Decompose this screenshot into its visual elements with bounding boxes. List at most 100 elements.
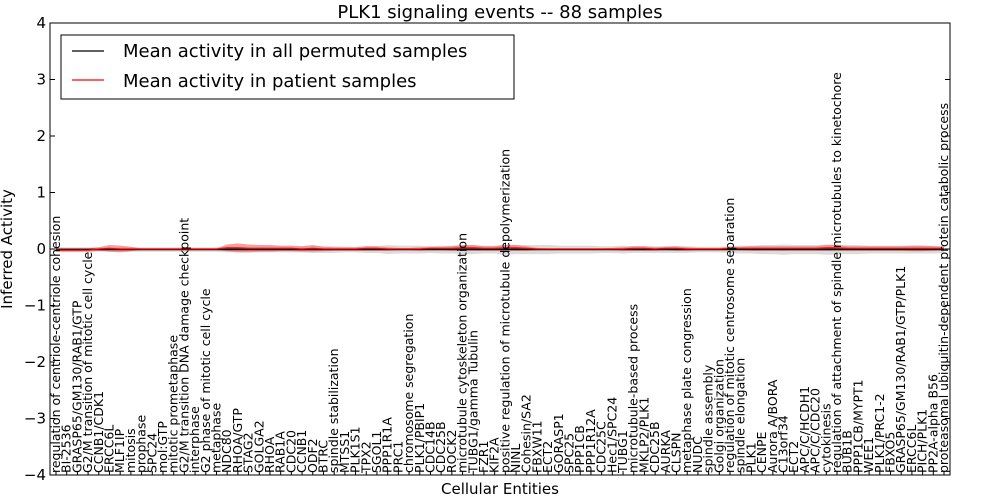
legend-box xyxy=(60,34,515,100)
y-tick-label: 4 xyxy=(36,14,46,32)
x-tick-label: CDC25B xyxy=(647,421,662,473)
x-tick-label: PLK1 xyxy=(743,442,758,473)
x-tick-label: mitotic prometaphase xyxy=(166,335,181,473)
x-tick-label: MLF1IP xyxy=(112,428,127,473)
x-tick-label: CCNB1/CDK1 xyxy=(91,391,106,473)
x-tick-label: ERCC6L xyxy=(904,425,919,473)
x-tick-label: GOLGA2 xyxy=(251,420,266,473)
chart-title: PLK1 signaling events -- 88 samples xyxy=(337,2,662,23)
series-lines xyxy=(56,247,944,251)
x-tick-label: RHOA xyxy=(262,436,277,473)
x-tick-label: PPP1CB xyxy=(572,425,587,473)
x-tick-label: APC/C/CDC20 xyxy=(808,388,823,473)
x-tick-label: KIF2A xyxy=(487,437,502,473)
x-tick-label: GRASP65/GM130/RAB1/GTP/PLK1 xyxy=(893,266,908,473)
x-tick-label: FBXW11 xyxy=(529,420,544,473)
x-tick-label: ODF2 xyxy=(305,438,320,473)
x-tick-label: G2 phase of mitotic cell cycle xyxy=(198,288,213,473)
y-axis: −4 −3 −2 −1 0 1 2 3 4 xyxy=(24,14,950,484)
x-tick-label: PRC1 xyxy=(390,441,405,473)
x-tick-label: Aurora A/BORA xyxy=(765,379,780,473)
x-tick-label: BI-2536 xyxy=(59,424,74,473)
x-tick-label: C13orf34 xyxy=(776,415,791,473)
x-tick-label: RAB1A xyxy=(273,431,288,473)
x-tick-label: SGOL1 xyxy=(369,431,384,473)
x-tick-label: PP2A-alpha B56 xyxy=(925,374,940,473)
x-tick-label: WEE1 xyxy=(861,437,876,473)
x-tick-label: CDC25B xyxy=(433,421,448,473)
y-tick-label: 0 xyxy=(36,240,46,258)
x-tick-label: PICH/PLK1 xyxy=(915,409,930,473)
x-tick-label: CCNB1 xyxy=(294,430,309,473)
x-tick-label: TPX2 xyxy=(358,441,373,474)
x-tick-label: CDC20 xyxy=(283,430,298,473)
x-tick-label: CENPE xyxy=(754,431,769,473)
x-tick-label: PPP1R1A xyxy=(380,417,395,473)
x-tick-label: Golgi organization xyxy=(711,359,726,473)
legend-label-patient: Mean activity in patient samples xyxy=(123,71,417,92)
x-tick-label: microtubule-based process xyxy=(626,304,641,473)
x-tick-label: ROCK2 xyxy=(444,430,459,473)
patient-mean-line xyxy=(56,247,944,251)
x-tick-label: GRASP65/GM130/RAB1/GTP xyxy=(69,300,84,473)
y-tick-label: −3 xyxy=(24,410,46,428)
x-tick-label: cytokinesis xyxy=(818,403,833,473)
x-tick-label: CDC14B xyxy=(423,421,438,473)
x-axis-labels: regulation of centriole-centriole cohesi… xyxy=(48,72,951,475)
x-tick-label: PLK1S1 xyxy=(348,426,363,473)
x-tick-label: prophase xyxy=(134,415,149,473)
y-tick-label: −4 xyxy=(24,466,46,484)
x-tick-label: TUBG1 xyxy=(615,430,630,474)
x-tick-label: STAG2 xyxy=(241,432,256,473)
x-tick-label: ECT2 xyxy=(786,441,801,473)
legend-label-permuted: Mean activity in all permuted samples xyxy=(123,41,467,62)
x-tick-label: positive regulation of microtubule depol… xyxy=(497,149,512,473)
x-axis-label: Cellular Entities xyxy=(441,480,559,498)
x-tick-label: regulation of attachment of spindle micr… xyxy=(829,72,844,473)
x-tick-label: Hec1/SPC24 xyxy=(604,397,619,473)
x-tick-label: SPC25 xyxy=(562,433,577,473)
y-tick-label: 1 xyxy=(36,184,46,202)
x-tick-label: spindle assembly xyxy=(701,364,716,473)
y-axis-label: Inferred Activity xyxy=(0,189,16,309)
x-tick-label: TUBG1/gamma Tubulin xyxy=(465,330,480,474)
x-tick-label: regulation of mitotic centrosome separat… xyxy=(722,198,737,473)
x-tick-label: PLK1/PBIP1 xyxy=(412,403,427,473)
x-tick-label: BUB1B xyxy=(840,430,855,473)
x-tick-label: NUDC xyxy=(690,436,705,473)
x-tick-label: proteasomal ubiquitin-dependent protein … xyxy=(936,103,951,473)
x-tick-label: PLK1/PRC1-2 xyxy=(872,393,887,473)
x-tick-label: NINL xyxy=(508,444,523,473)
x-tick-label: microtubule cytoskeleton organization xyxy=(455,233,470,473)
legend: Mean activity in all permuted samples Me… xyxy=(60,34,515,100)
x-tick-label: G2/M transition DNA damage checkpoint xyxy=(176,218,191,473)
x-tick-label: GORASP1 xyxy=(551,413,566,473)
x-tick-label: interphase xyxy=(187,406,202,473)
y-tick-label: −1 xyxy=(24,297,46,315)
x-tick-label: PPP1CB/MYPT1 xyxy=(850,379,865,473)
x-tick-label: spindle elongation xyxy=(733,358,748,473)
x-tick-label: FBXO5 xyxy=(883,432,898,473)
x-tick-label: G2/M transition of mitotic cell cycle xyxy=(80,251,95,473)
x-tick-label: ECT2 xyxy=(540,441,555,473)
x-tick-label: mitosis xyxy=(123,428,138,473)
x-tick-label: AURKA xyxy=(658,430,673,473)
x-tick-label: ERCC6L xyxy=(102,425,117,473)
x-tick-label: metaphase xyxy=(209,403,224,473)
x-tick-label: BTRC xyxy=(316,440,331,473)
x-tick-label: CLSPN xyxy=(669,432,684,473)
y-tick-label: 2 xyxy=(36,127,46,145)
x-tick-label: chromosome segregation xyxy=(401,314,416,473)
y-tick-label: 3 xyxy=(36,71,46,89)
x-tick-label: mol:GTP xyxy=(155,421,170,473)
x-tick-label: Cohesin/SA2 xyxy=(519,394,534,473)
x-tick-label: MTSS1 xyxy=(337,431,352,473)
x-tick-label: CDC25C xyxy=(594,421,609,473)
x-tick-label: RHOA/GTP xyxy=(230,408,245,473)
x-tick-label: PPP1R12A xyxy=(583,409,598,473)
x-tick-label: metaphase plate congression xyxy=(679,288,694,473)
x-tick-label: SPC24 xyxy=(144,433,159,473)
x-tick-label: regulation of centriole-centriole cohesi… xyxy=(48,216,63,473)
x-tick-label: MKLP2/PLK1 xyxy=(636,397,651,473)
